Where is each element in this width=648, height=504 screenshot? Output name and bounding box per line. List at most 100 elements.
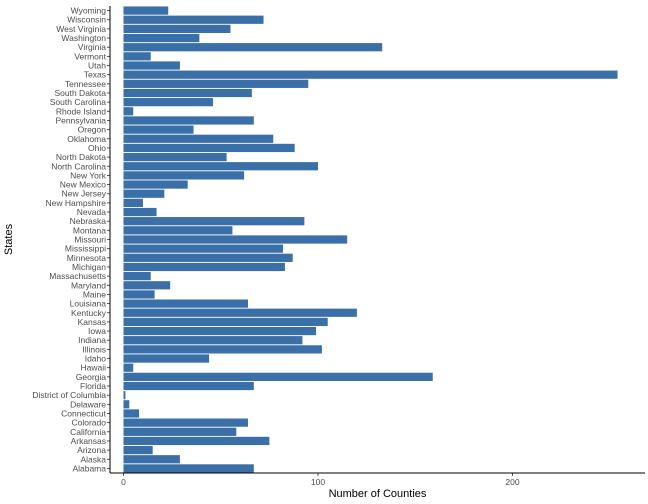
y-tick-label-nebraska: Nebraska bbox=[70, 216, 107, 226]
bar-alaska bbox=[123, 455, 180, 464]
y-tick-label-alabama: Alabama bbox=[72, 463, 106, 473]
bar-nebraska bbox=[123, 217, 305, 226]
y-tick-label-wisconsin: Wisconsin bbox=[67, 15, 106, 25]
y-tick-label-north-dakota: North Dakota bbox=[56, 152, 106, 162]
bar-utah bbox=[123, 61, 180, 70]
y-tick-label-michigan: Michigan bbox=[72, 262, 106, 272]
bar-california bbox=[123, 427, 237, 436]
bar-illinois bbox=[123, 345, 322, 354]
bar-delaware bbox=[123, 400, 130, 409]
y-tick-label-indiana: Indiana bbox=[78, 335, 106, 345]
bar-north-carolina bbox=[123, 162, 318, 171]
bar-florida bbox=[123, 381, 254, 391]
y-tick-label-virginia: Virginia bbox=[78, 42, 106, 52]
bar-new-jersey bbox=[123, 189, 165, 198]
y-tick-label-idaho: Idaho bbox=[85, 354, 107, 364]
bars bbox=[123, 6, 618, 473]
bar-missouri bbox=[123, 235, 348, 244]
y-tick-label-pennsylvania: Pennsylvania bbox=[55, 115, 106, 125]
bar-ohio bbox=[123, 143, 295, 153]
y-tick-label-iowa: Iowa bbox=[88, 326, 106, 336]
x-axis-title: Number of Counties bbox=[329, 488, 427, 500]
bar-iowa bbox=[123, 326, 317, 336]
bar-kentucky bbox=[123, 308, 357, 317]
bar-north-dakota bbox=[123, 152, 227, 162]
bar-idaho bbox=[123, 354, 210, 363]
bar-vermont bbox=[123, 52, 151, 61]
y-tick-label-kansas: Kansas bbox=[78, 317, 106, 327]
bar-louisiana bbox=[123, 299, 248, 308]
bar-minnesota bbox=[123, 253, 293, 262]
y-tick-label-montana: Montana bbox=[73, 225, 106, 235]
bar-arkansas bbox=[123, 436, 270, 446]
y-tick-label-vermont: Vermont bbox=[74, 51, 106, 61]
y-tick-label-oklahoma: Oklahoma bbox=[67, 134, 106, 144]
bar-wisconsin bbox=[123, 15, 264, 24]
y-tick-label-arkansas: Arkansas bbox=[71, 436, 106, 446]
bar-maryland bbox=[123, 281, 171, 290]
bar-district-of-columbia bbox=[123, 391, 126, 400]
bar-virginia bbox=[123, 43, 383, 52]
bar-arizona bbox=[123, 445, 153, 455]
y-tick-label-delaware: Delaware bbox=[70, 399, 106, 409]
y-tick-label-hawaii: Hawaii bbox=[80, 363, 106, 373]
bar-colorado bbox=[123, 418, 248, 427]
bar-oregon bbox=[123, 125, 194, 134]
y-tick-label-arizona: Arizona bbox=[77, 445, 106, 455]
y-tick-label-new-hampshire: New Hampshire bbox=[46, 198, 107, 208]
y-tick-label-california: California bbox=[70, 427, 106, 437]
y-tick-label-utah: Utah bbox=[88, 61, 106, 71]
y-tick-label-tennessee: Tennessee bbox=[65, 79, 106, 89]
bar-rhode-island bbox=[123, 107, 134, 116]
bar-montana bbox=[123, 226, 233, 235]
y-tick-label-oregon: Oregon bbox=[78, 125, 107, 135]
x-ticks: 0 100 200 bbox=[121, 473, 520, 487]
bar-connecticut bbox=[123, 409, 140, 418]
y-tick-label-louisiana: Louisiana bbox=[70, 299, 107, 309]
y-axis-title: States bbox=[3, 223, 15, 255]
bar-west-virginia bbox=[123, 24, 231, 34]
x-tick-label-100: 100 bbox=[311, 477, 325, 487]
y-tick-label-alaska: Alaska bbox=[80, 454, 106, 464]
bar-alabama bbox=[123, 464, 254, 473]
y-tick-label-maine: Maine bbox=[83, 289, 106, 299]
y-tick-label-new-mexico: New Mexico bbox=[60, 180, 107, 190]
y-tick-label-connecticut: Connecticut bbox=[61, 408, 107, 418]
y-tick-label-district-of-columbia: District of Columbia bbox=[32, 390, 106, 400]
y-tick-label-south-carolina: South Carolina bbox=[50, 97, 107, 107]
bar-michigan bbox=[123, 262, 285, 272]
y-tick-label-georgia: Georgia bbox=[76, 372, 107, 382]
y-tick-label-new-jersey: New Jersey bbox=[62, 189, 107, 199]
bar-pennsylvania bbox=[123, 116, 254, 125]
y-tick-label-maryland: Maryland bbox=[71, 280, 106, 290]
bar-oklahoma bbox=[123, 134, 274, 143]
bar-south-dakota bbox=[123, 88, 252, 98]
bar-kansas bbox=[123, 317, 328, 327]
y-tick-label-washington: Washington bbox=[61, 33, 106, 43]
y-tick-label-colorado: Colorado bbox=[72, 418, 107, 428]
y-tick-label-mississippi: Mississippi bbox=[65, 244, 106, 254]
y-tick-label-nevada: Nevada bbox=[77, 207, 107, 217]
y-tick-label-texas: Texas bbox=[84, 70, 106, 80]
bar-maine bbox=[123, 290, 155, 299]
y-tick-label-ohio: Ohio bbox=[88, 143, 106, 153]
bar-new-hampshire bbox=[123, 198, 143, 207]
y-tick-label-new-york: New York bbox=[70, 170, 107, 180]
y-tick-label-south-dakota: South Dakota bbox=[54, 88, 106, 98]
y-tick-labels: AlabamaAlaskaArizonaArkansasCaliforniaCo… bbox=[32, 6, 106, 474]
y-tick-label-illinois: Illinois bbox=[82, 344, 106, 354]
bar-new-mexico bbox=[123, 180, 188, 189]
bar-south-carolina bbox=[123, 98, 213, 107]
x-tick-label-0: 0 bbox=[121, 477, 126, 487]
x-tick-label-200: 200 bbox=[505, 477, 519, 487]
y-tick-label-massachusetts: Massachusetts bbox=[49, 271, 106, 281]
y-tick-label-west-virginia: West Virginia bbox=[56, 24, 106, 34]
y-tick-label-minnesota: Minnesota bbox=[67, 253, 106, 263]
bar-nevada bbox=[123, 207, 157, 217]
y-tick-label-florida: Florida bbox=[80, 381, 106, 391]
y-tick-label-wyoming: Wyoming bbox=[71, 6, 107, 16]
bar-massachusetts bbox=[123, 272, 151, 281]
y-tick-label-rhode-island: Rhode Island bbox=[56, 106, 106, 116]
bar-hawaii bbox=[123, 363, 134, 372]
